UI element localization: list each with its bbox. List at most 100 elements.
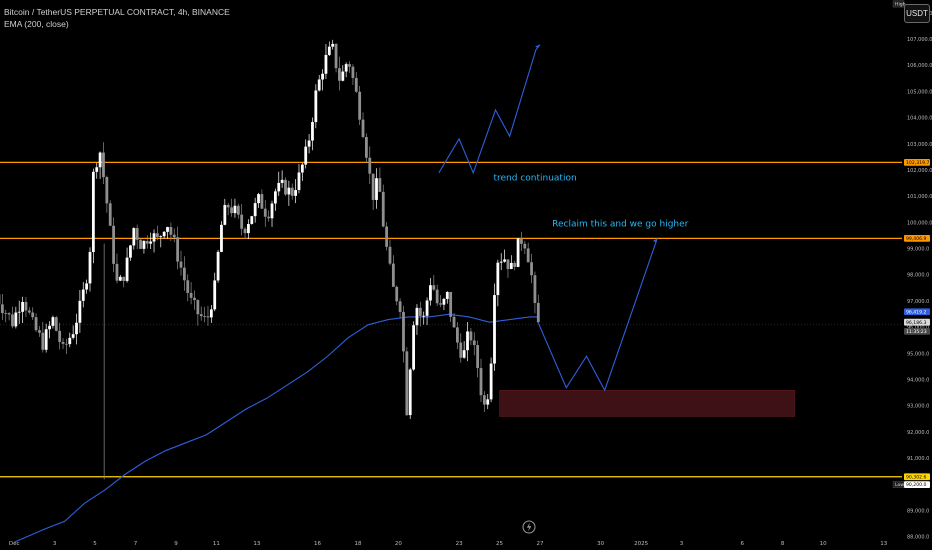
- price-tag-0: 96,419.2: [906, 309, 927, 315]
- candle-body: [236, 205, 240, 215]
- candle-body: [314, 90, 318, 123]
- candle-body: [415, 307, 419, 326]
- candle-body: [341, 71, 345, 81]
- candle-body: [102, 152, 105, 178]
- candle-body: [135, 228, 139, 240]
- candle-body: [422, 315, 426, 317]
- candle-body: [65, 343, 68, 345]
- candle-body: [425, 300, 429, 316]
- candle-body: [277, 182, 281, 192]
- x-tick-label: 30: [597, 541, 604, 547]
- level-tag-resistance-high-bg: [904, 159, 930, 166]
- y-tick-label: 104,000.0: [907, 116, 932, 122]
- candle-body: [250, 216, 254, 224]
- y-tick-label: 99,000.0: [907, 247, 929, 253]
- candle-body: [321, 73, 324, 80]
- candle-body: [132, 228, 136, 246]
- candle-body: [405, 351, 409, 416]
- candle-body: [496, 262, 500, 296]
- projection-up-arrowhead: [534, 44, 540, 49]
- candle-body: [354, 77, 358, 92]
- x-tick-label: 25: [496, 541, 503, 547]
- candle-body: [486, 399, 490, 405]
- x-tick-label: 5: [93, 541, 97, 547]
- y-tick-label: 94,000.0: [907, 378, 929, 384]
- chart-legend: Bitcoin / TetherUS PERPETUAL CONTRACT, 4…: [4, 6, 230, 30]
- indicator-title[interactable]: EMA (200, close): [4, 19, 69, 29]
- candle-body: [115, 263, 119, 281]
- candle-body: [247, 223, 250, 234]
- candle-body: [429, 285, 432, 301]
- projection-down-path: [537, 238, 658, 392]
- candle-body: [129, 245, 132, 258]
- candle-body: [0, 304, 4, 314]
- level-tag-resistance-low-bg: [904, 234, 930, 242]
- candle-body: [11, 314, 14, 327]
- candle-body: [388, 246, 392, 264]
- price-tag-1: 96,186.3: [906, 320, 927, 326]
- candle-body: [290, 187, 294, 196]
- candle-body: [371, 173, 375, 200]
- candle-body: [270, 203, 274, 219]
- x-tick-label: 7: [134, 541, 138, 547]
- x-tick-label: 13: [253, 541, 260, 547]
- candle-body: [27, 310, 31, 313]
- candle-body: [378, 178, 382, 192]
- x-tick-label: 18: [354, 541, 361, 547]
- candle-body: [112, 225, 115, 264]
- y-tick-label: 103,000.0: [907, 142, 932, 148]
- candle-body: [482, 395, 486, 405]
- candle-body: [287, 187, 291, 195]
- candle-body: [526, 248, 530, 263]
- candle-body: [442, 298, 446, 305]
- candle-body: [257, 194, 260, 204]
- marker-Low: Low: [895, 482, 904, 488]
- x-tick-label: 23: [456, 541, 463, 547]
- candle-body: [31, 312, 35, 318]
- candle-body: [189, 292, 193, 298]
- candle-body: [38, 330, 41, 333]
- candle-body: [456, 327, 459, 343]
- candle-body: [260, 194, 264, 209]
- candle-body: [209, 309, 213, 318]
- price-tag-0-bg: [904, 308, 930, 316]
- candle-body: [98, 152, 102, 168]
- candle-body: [452, 316, 456, 328]
- candle-body: [125, 257, 129, 281]
- candle-body: [449, 291, 453, 317]
- candle-body: [176, 237, 180, 262]
- candle-body: [213, 280, 217, 310]
- candle-body: [216, 251, 220, 281]
- x-tick-label: 3: [680, 541, 684, 547]
- candle-body: [71, 334, 75, 338]
- candle-body: [85, 283, 89, 290]
- candle-body: [267, 216, 271, 219]
- candle-body: [118, 276, 122, 281]
- candle-body: [391, 263, 395, 287]
- candle-body: [462, 350, 466, 358]
- x-tick-label: 20: [395, 541, 402, 547]
- candle-body: [34, 317, 38, 331]
- candle-body: [122, 276, 126, 281]
- candle-body: [243, 228, 247, 234]
- candle-body: [273, 191, 277, 204]
- candle-body: [263, 208, 267, 217]
- candle-body: [253, 203, 257, 217]
- level-tag-resistance-low: 99,406.9: [906, 236, 927, 242]
- candle-body: [179, 261, 183, 268]
- currency-button[interactable]: USDT: [904, 4, 930, 23]
- x-tick-label: 10: [820, 541, 827, 547]
- demand-zone-layer: [499, 390, 796, 417]
- candle-body: [516, 238, 520, 267]
- candle-body: [159, 236, 163, 238]
- symbol-title[interactable]: Bitcoin / TetherUS PERPETUAL CONTRACT, 4…: [4, 7, 230, 17]
- candle-body: [7, 313, 11, 315]
- candle-body: [385, 226, 389, 247]
- candle-body: [203, 316, 207, 317]
- y-tick-label: 88,000.0: [907, 535, 929, 541]
- candle-body: [472, 340, 476, 346]
- candle-body: [361, 119, 365, 138]
- bolt-icon[interactable]: [522, 520, 536, 534]
- demand-zone: [499, 390, 796, 417]
